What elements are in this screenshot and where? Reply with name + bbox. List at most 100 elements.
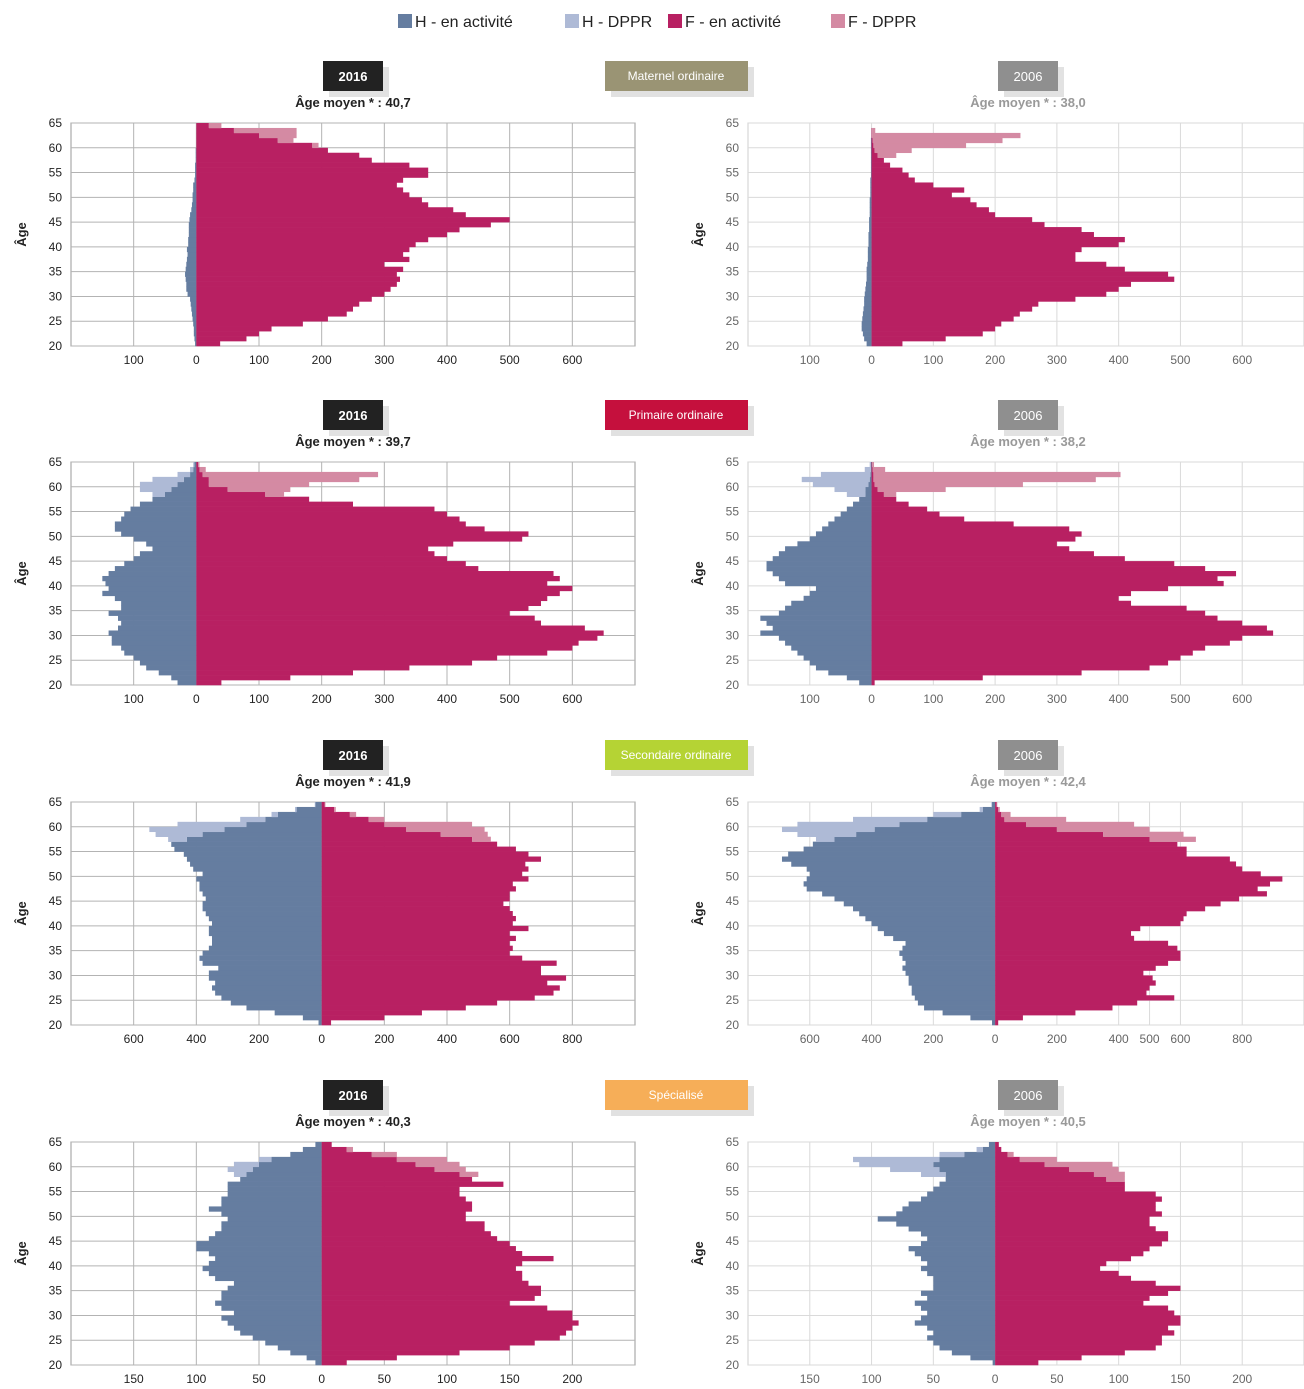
bar-f-active [321, 846, 516, 852]
bar-h-active [905, 940, 996, 947]
bar-h-active [233, 1325, 322, 1331]
bar-h-active [199, 881, 322, 887]
bar-h-active [189, 217, 197, 223]
bar-h-active [152, 496, 197, 502]
bar-f-active [871, 536, 1076, 542]
bar-h-active [252, 1166, 322, 1173]
bar-h-active [933, 1340, 996, 1346]
bar-h-active [240, 1176, 322, 1182]
bar-f-dppr [396, 1156, 447, 1163]
year-badge-label: 2016 [339, 408, 368, 423]
y-tick-label: 30 [49, 968, 63, 982]
bar-f-active [995, 1142, 999, 1148]
bar-h-active [797, 650, 872, 656]
bar-f-active [871, 232, 1094, 238]
bar-h-active [822, 526, 872, 532]
bar-h-active [114, 595, 197, 602]
bar-f-active [995, 1355, 1082, 1361]
bar-f-active [995, 906, 1206, 912]
y-tick-label: 35 [726, 944, 740, 958]
bar-h-active [899, 821, 996, 828]
bar-f-active [995, 861, 1237, 867]
bar-h-active [108, 630, 197, 636]
bar-h-active [911, 990, 996, 996]
bar-f-active [321, 1255, 554, 1262]
bar-h-dppr [979, 806, 983, 813]
bar-h-active [233, 1280, 322, 1287]
bar-h-active [788, 851, 996, 857]
bar-f-active [995, 806, 999, 813]
y-tick-label: 65 [49, 795, 63, 809]
bar-h-active [186, 836, 322, 842]
bar-f-active [321, 911, 513, 917]
bar-f-active [871, 615, 1218, 621]
bar-h-active [809, 590, 872, 597]
bar-h-active [227, 1216, 322, 1222]
bar-h-active [828, 521, 872, 527]
bar-f-active [321, 1196, 466, 1202]
bar-f-active [321, 811, 350, 818]
bar-f-active [871, 620, 1243, 626]
y-tick-label: 30 [726, 289, 740, 303]
x-tick-label: 0 [868, 692, 875, 706]
y-tick-label: 50 [726, 190, 740, 204]
bar-f-active [196, 311, 347, 317]
bar-f-active [995, 1275, 1132, 1282]
bar-h-active [188, 232, 197, 238]
bar-h-active [911, 985, 996, 991]
bar-f-active [871, 331, 983, 337]
bar-f-active [321, 1305, 548, 1311]
y-tick-label: 40 [49, 1259, 63, 1273]
bar-h-active [964, 1151, 996, 1158]
bar-f-active [871, 301, 1039, 307]
bar-f-active [871, 207, 989, 213]
x-tick-label: 100 [124, 353, 144, 367]
bar-h-active [791, 600, 872, 607]
average-age: Âge moyen * : 38,0 [970, 95, 1086, 110]
bar-h-active [861, 321, 872, 327]
bar-f-active [995, 1295, 1150, 1301]
bar-f-active [871, 271, 1169, 277]
bar-h-active [859, 496, 872, 502]
legend-item: H - en activité [398, 14, 513, 31]
x-tick-label: 0 [992, 1032, 999, 1046]
bar-f-active [871, 655, 1181, 661]
bar-f-active [196, 531, 529, 537]
bar-f-active [871, 571, 1237, 577]
bar-h-active [188, 227, 197, 233]
x-tick-label: 100 [800, 353, 820, 367]
bar-f-active [321, 960, 557, 966]
y-tick-label: 20 [726, 339, 740, 353]
bar-h-active [290, 1151, 322, 1158]
bar-f-active [871, 665, 1150, 671]
x-tick-label: 200 [985, 353, 1005, 367]
bar-f-active [321, 896, 510, 902]
bar-h-active [246, 1171, 322, 1177]
bar-h-dppr [227, 1166, 253, 1173]
x-tick-label: 500 [1170, 692, 1190, 706]
bar-h-active [186, 286, 197, 292]
bar-f-active [995, 1265, 1101, 1272]
bar-h-active [908, 1226, 996, 1232]
bar-h-active [208, 945, 322, 951]
bar-f-active [871, 466, 873, 473]
bar-h-active [920, 1231, 996, 1237]
x-tick-label: 600 [1232, 692, 1252, 706]
bar-h-active [828, 670, 872, 676]
bar-h-active [772, 556, 872, 562]
bar-h-active [208, 1251, 322, 1257]
bar-f-active [196, 561, 466, 567]
bar-f-dppr [996, 802, 998, 808]
bar-f-active [871, 556, 1125, 562]
bar-h-active [809, 660, 872, 666]
bar-h-active [866, 271, 872, 277]
y-tick-label: 30 [49, 289, 63, 303]
bar-f-active [321, 1325, 573, 1331]
pyramid-2016: 2016 Âge moyen * : 40,7 20 25 30 35 40 45 50 55 60… [14, 61, 636, 367]
bar-f-active [871, 187, 965, 193]
bar-f-active [196, 341, 221, 347]
bar-f-active [196, 236, 429, 243]
bar-f-active [321, 970, 541, 976]
bar-h-active [114, 521, 197, 527]
category-badge: Secondaire ordinaire [605, 740, 754, 776]
